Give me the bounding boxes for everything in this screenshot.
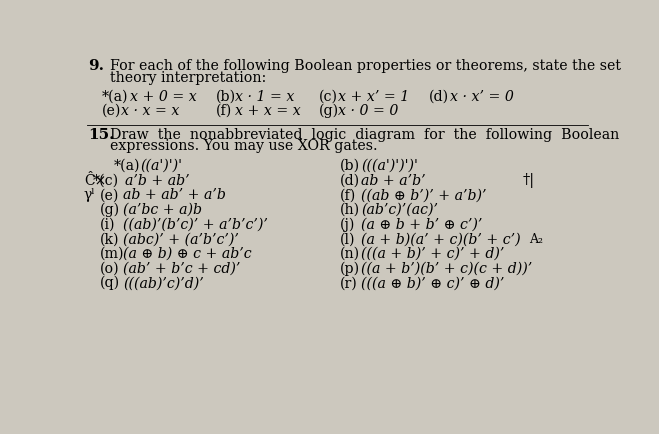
- Text: (a + b)(a’ + c)(b’ + c’): (a + b)(a’ + c)(b’ + c’): [361, 232, 521, 246]
- Text: *(c): *(c): [92, 174, 119, 187]
- Text: (h): (h): [339, 203, 360, 217]
- Text: ((ab)’(b’c)’ + a’b’c’)’: ((ab)’(b’c)’ + a’b’c’)’: [123, 217, 268, 231]
- Text: Draw  the  nonabbreviated  logic  diagram  for  the  following  Boolean: Draw the nonabbreviated logic diagram fo…: [109, 127, 619, 141]
- Text: (ab’c)’(ac)’: (ab’c)’(ac)’: [361, 203, 438, 217]
- Text: (c): (c): [319, 90, 338, 104]
- Text: (i): (i): [100, 217, 116, 231]
- Text: A₂: A₂: [529, 232, 543, 245]
- Text: (abc)’ + (a’b’c’)’: (abc)’ + (a’b’c’)’: [123, 232, 239, 246]
- Text: (r): (r): [339, 276, 357, 289]
- Text: (((a + b)’ + c)’ + d)’: (((a + b)’ + c)’ + d)’: [361, 247, 505, 260]
- Text: theory interpretation:: theory interpretation:: [109, 70, 266, 85]
- Text: 9.: 9.: [88, 59, 105, 73]
- Text: (o): (o): [100, 261, 120, 275]
- Text: (k): (k): [100, 232, 120, 246]
- Text: (m): (m): [100, 247, 125, 260]
- Text: (b): (b): [339, 159, 360, 173]
- Text: Ĉ×: Ĉ×: [84, 174, 106, 187]
- Text: (a ⊕ b) ⊕ c + ab’c: (a ⊕ b) ⊕ c + ab’c: [123, 247, 252, 260]
- Text: a’b + ab’: a’b + ab’: [125, 174, 190, 187]
- Text: (f): (f): [215, 103, 232, 118]
- Text: ((ab ⊕ b’)’ + a’b)’: ((ab ⊕ b’)’ + a’b)’: [361, 188, 487, 202]
- Text: (e): (e): [101, 103, 121, 118]
- Text: ab + ab’ + a’b: ab + ab’ + a’b: [123, 188, 226, 202]
- Text: x · 0 = 0: x · 0 = 0: [338, 103, 399, 118]
- Text: x + 0 = x: x + 0 = x: [130, 90, 197, 104]
- Text: 15.: 15.: [88, 127, 115, 141]
- Text: (d): (d): [429, 90, 449, 104]
- Text: ab + a’b’: ab + a’b’: [361, 174, 426, 187]
- Text: (((a ⊕ b)’ ⊕ c)’ ⊕ d)’: (((a ⊕ b)’ ⊕ c)’ ⊕ d)’: [361, 276, 505, 289]
- Text: (q): (q): [100, 275, 121, 290]
- Text: x · 1 = x: x · 1 = x: [235, 90, 295, 104]
- Text: (j): (j): [339, 217, 355, 231]
- Text: (b): (b): [215, 90, 236, 104]
- Text: x + x = x: x + x = x: [235, 103, 301, 118]
- Text: ((a')')': ((a')')': [140, 159, 183, 173]
- Text: For each of the following Boolean properties or theorems, state the set: For each of the following Boolean proper…: [109, 59, 621, 73]
- Text: (((ab)’c)’d)’: (((ab)’c)’d)’: [123, 276, 204, 289]
- Text: (e): (e): [100, 188, 119, 202]
- Text: (d): (d): [339, 174, 360, 187]
- Text: (g): (g): [100, 202, 121, 217]
- Text: †|: †|: [523, 173, 534, 188]
- Text: γˡ: γˡ: [84, 188, 96, 202]
- Text: (a ⊕ b + b’ ⊕ c’)’: (a ⊕ b + b’ ⊕ c’)’: [361, 217, 483, 231]
- Text: *(a): *(a): [101, 90, 129, 104]
- Text: (g): (g): [319, 103, 339, 118]
- Text: x · x = x: x · x = x: [121, 103, 179, 118]
- Text: (n): (n): [339, 247, 360, 260]
- Text: (a’bc + a)b: (a’bc + a)b: [123, 203, 202, 217]
- Text: (p): (p): [339, 261, 360, 275]
- Text: expressions. You may use XOR gates.: expressions. You may use XOR gates.: [109, 139, 377, 153]
- Text: x + x’ = 1: x + x’ = 1: [338, 90, 409, 104]
- Text: (ab’ + b’c + cd)’: (ab’ + b’c + cd)’: [123, 261, 241, 275]
- Text: ((a + b’)(b’ + c)(c + d))’: ((a + b’)(b’ + c)(c + d))’: [361, 261, 532, 275]
- Text: (l): (l): [339, 232, 355, 246]
- Text: (((a')')')': (((a')')')': [361, 159, 418, 173]
- Text: (f): (f): [339, 188, 356, 202]
- Text: x · x’ = 0: x · x’ = 0: [449, 90, 513, 104]
- Text: *(a): *(a): [113, 159, 140, 173]
